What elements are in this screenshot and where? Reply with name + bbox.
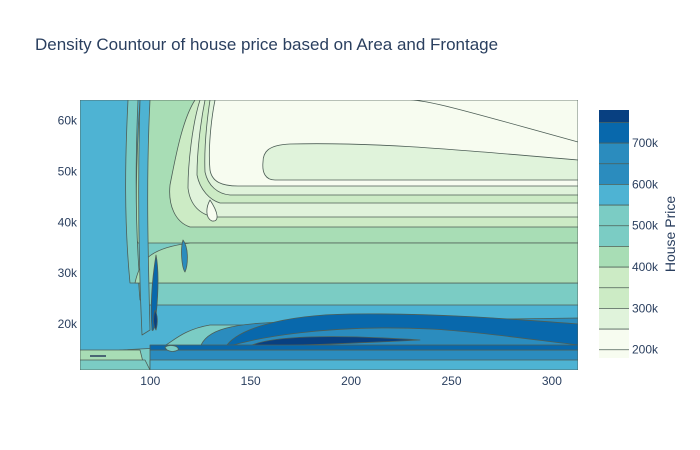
y-tick-label: 30k xyxy=(58,266,78,280)
colorbar-band xyxy=(599,287,629,309)
contour-band-level-12 xyxy=(224,313,578,349)
contour-band-level-22 xyxy=(164,345,179,352)
contour-band-level-10 xyxy=(138,100,151,336)
colorbar-band xyxy=(599,110,629,123)
colorbar-band xyxy=(599,205,629,226)
x-axis: 100 150 200 250 300 xyxy=(140,374,562,388)
x-tick-label: 250 xyxy=(441,374,461,388)
y-tick-label: 50k xyxy=(58,164,78,178)
plot-area[interactable] xyxy=(80,100,578,370)
colorbar-band xyxy=(599,246,629,268)
colorbar-band xyxy=(599,122,629,144)
contour-band-level-16 xyxy=(149,344,578,351)
colorbar-title: House Price xyxy=(662,196,678,272)
contour-inner-plateau xyxy=(206,199,218,222)
contour-band-level-15 xyxy=(149,359,578,370)
colorbar-band xyxy=(599,349,629,358)
contour-band-level-9 xyxy=(134,242,578,284)
y-tick-label: 40k xyxy=(58,215,78,229)
y-tick-label: 20k xyxy=(58,317,78,331)
colorbar-band xyxy=(599,184,629,206)
x-tick-label: 100 xyxy=(140,374,160,388)
contour-band-level-6 xyxy=(208,100,578,187)
contour-band-level-21 xyxy=(181,239,188,273)
x-tick-label: 200 xyxy=(341,374,361,388)
colorbar-tick-label: 500k xyxy=(632,219,659,233)
colorbar-band xyxy=(599,308,629,330)
colorbar-tick-label: 200k xyxy=(632,343,659,357)
contour-band-level-8 xyxy=(125,100,578,306)
contour-band-level-18 xyxy=(80,359,151,370)
colorbar-tick-label: 600k xyxy=(632,177,659,191)
colorbar-band xyxy=(599,329,629,350)
y-axis: 20k 30k 40k 50k 60k xyxy=(58,113,78,331)
y-tick-label: 60k xyxy=(58,113,78,127)
x-tick-label: 150 xyxy=(241,374,261,388)
colorbar-band xyxy=(599,267,629,288)
colorbar-tick-label: 400k xyxy=(632,260,659,274)
chart-title: Density Countour of house price based on… xyxy=(35,35,498,54)
colorbar: 200k 300k 400k 500k 600k 700k xyxy=(599,110,659,358)
colorbar-tick-label: 300k xyxy=(632,301,659,315)
colorbar-band xyxy=(599,143,629,164)
colorbar-tick-label: 700k xyxy=(632,136,659,150)
colorbar-band xyxy=(599,225,629,247)
x-tick-label: 300 xyxy=(542,374,562,388)
contour-band-level-20 xyxy=(153,309,158,331)
colorbar-band xyxy=(599,163,629,185)
